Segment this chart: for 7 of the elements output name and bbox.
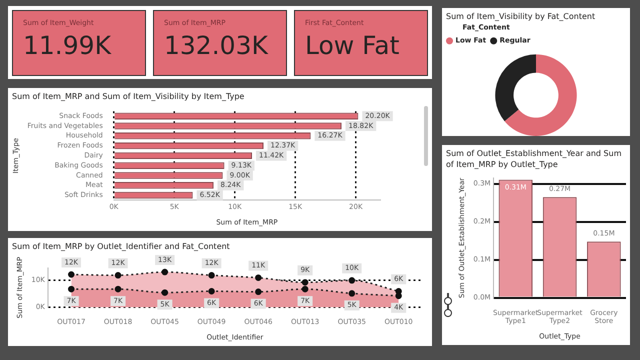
chart-title: Sum of Outlet_Establishment_Year and Sum of Item_MRP by Outlet_Type: [445, 148, 622, 171]
text: Low Fat: [305, 31, 400, 60]
chart-title: Sum of Item_MRP by Outlet_Identifier and Fat_Content: [11, 241, 231, 253]
chart-title: Sum of Item_MRP and Sum of Item_Visibility by Item_Type: [11, 91, 246, 103]
chart-title: Sum of Item_Visibility by Fat_Content: [445, 11, 596, 23]
text: 132.03K: [164, 31, 270, 60]
text: 11.99K: [23, 31, 112, 60]
